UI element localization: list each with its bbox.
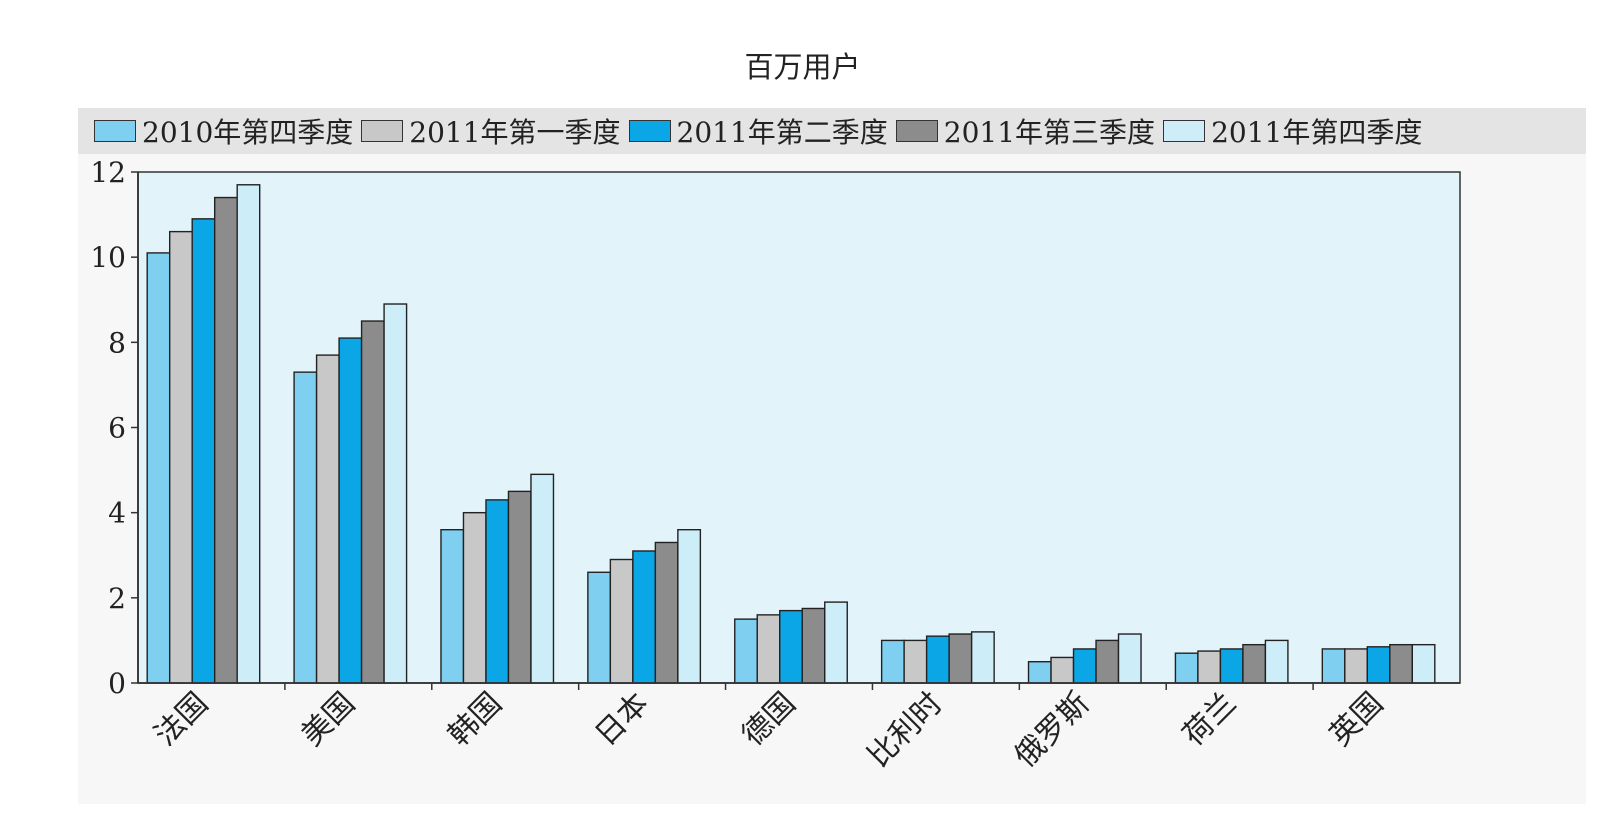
bar [756,614,781,684]
x-tick-label: 法国 [148,686,215,753]
bar [485,499,510,684]
bar [677,529,702,684]
bar [1264,639,1289,684]
bar [1219,648,1244,684]
y-tick-label: 0 [108,667,126,700]
bar [1389,643,1414,684]
bar [1050,656,1075,684]
legend-label: 2011年第四季度 [1211,116,1423,149]
bar [824,601,848,684]
bar [779,609,803,684]
bar [315,354,340,684]
bar [1321,648,1346,684]
bar [654,541,679,684]
legend-swatch [1163,120,1206,142]
x-tick-label: 英国 [1323,686,1390,753]
bar [293,371,318,684]
x-tick-label: 比利时 [861,686,949,774]
bar [440,529,465,684]
legend: 2010年第四季度 2011年第一季度 2011年第二季度 2011年第三季度 2011… [78,108,1586,154]
bar [1242,643,1267,684]
bar [338,337,363,684]
bar [236,184,261,684]
bar [1174,652,1199,684]
bar [587,571,612,684]
y-tick-label: 6 [108,412,126,445]
legend-label: 2010年第四季度 [142,116,354,149]
bar [801,607,826,684]
x-tick-label: 日本 [589,686,656,753]
bar [146,252,171,684]
bar [191,218,216,684]
y-tick-label: 12 [90,156,126,189]
bar [213,196,238,684]
bar [462,511,487,684]
y-tick-label: 10 [90,241,126,274]
x-tick-label: 德国 [735,686,802,753]
legend-swatch [895,120,938,142]
bar [360,320,385,684]
x-tick-label: 荷兰 [1176,686,1243,753]
bar [632,550,657,684]
bar [1366,646,1391,684]
bar [383,303,408,684]
bar [530,473,555,684]
y-tick-label: 2 [108,582,126,615]
chart-title: 百万用户 [744,50,861,84]
bar [1411,643,1436,684]
bar [948,633,973,684]
legend-label: 2011年第二季度 [676,116,888,149]
bar [734,618,758,684]
bar [925,635,950,684]
bar [507,490,532,684]
legend-item: 2011年第四季度 [1163,111,1422,151]
bar [880,639,905,684]
x-tick-label: 韩国 [442,686,509,753]
bar [1344,648,1369,684]
legend-item: 2011年第二季度 [628,111,888,151]
x-tick-label: 美国 [295,686,362,753]
bar [609,558,634,684]
legend-item: 2011年第一季度 [361,111,621,151]
legend-item: 2011年第三季度 [895,111,1156,151]
bar [1072,648,1097,684]
legend-swatch [628,120,671,142]
legend-swatch [361,120,404,142]
bar [1095,639,1120,684]
y-tick-label: 4 [108,497,126,530]
y-tick-label: 8 [108,326,126,359]
bar [903,639,928,684]
bar [970,631,995,684]
x-tick-label: 俄罗斯 [1008,686,1096,774]
bar [1197,650,1222,684]
bar [168,230,193,684]
legend-item: 2010年第四季度 [94,111,353,151]
bar [1117,633,1142,684]
bar [1027,661,1052,684]
legend-swatch [94,120,136,142]
legend-label: 2011年第一季度 [409,116,621,149]
legend-label: 2011年第三季度 [943,116,1156,149]
